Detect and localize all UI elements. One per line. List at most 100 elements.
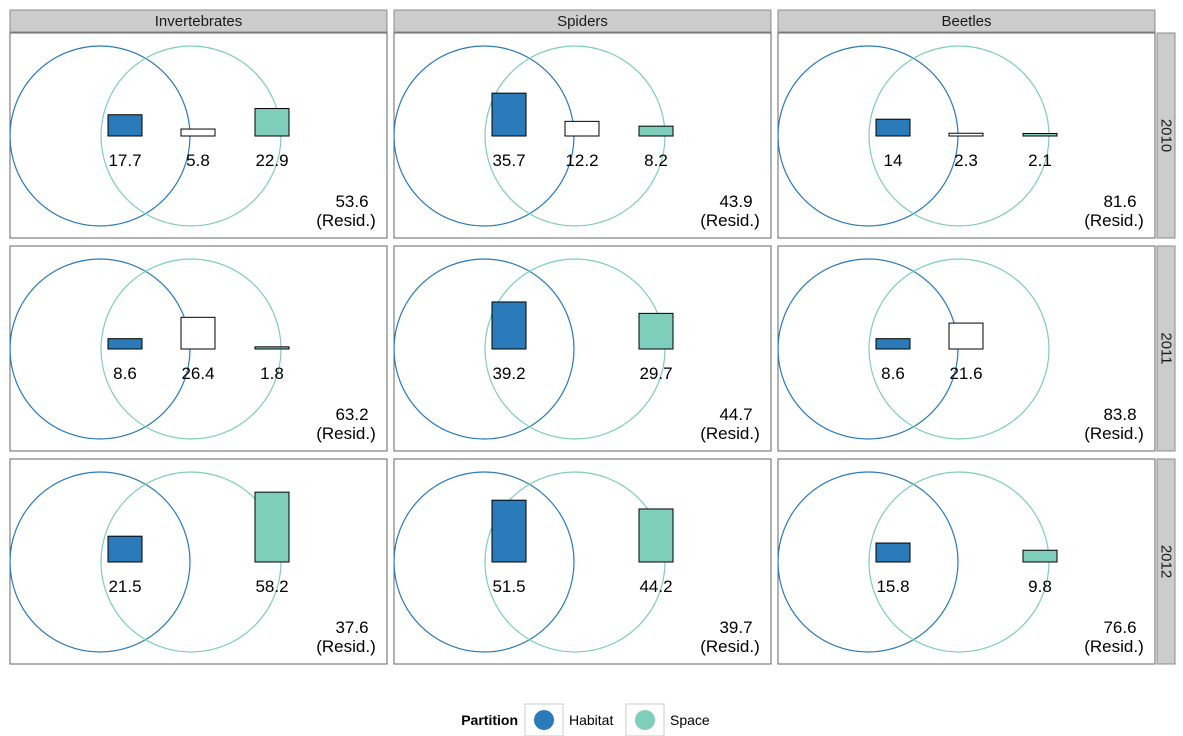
habitat-bar	[491, 499, 527, 563]
habitat-value-label: 35.7	[492, 151, 525, 170]
column-strip	[9, 9, 388, 33]
panel-border	[393, 245, 772, 452]
column-strip	[393, 9, 772, 33]
space-value-label: 8.2	[644, 151, 668, 170]
legend-label-space: Space	[670, 712, 710, 728]
residual-value-label: 39.7	[719, 618, 752, 637]
panel-border	[777, 458, 1156, 665]
shared-value-label: 2.3	[954, 151, 978, 170]
habitat-value-label: 15.8	[876, 577, 909, 596]
residual-suffix-label: (Resid.)	[1084, 424, 1144, 443]
shared-bar	[948, 322, 984, 350]
space-value-label: 29.7	[639, 364, 672, 383]
row-strips: 2010 2011 2012	[1156, 32, 1176, 665]
habitat-bar	[875, 542, 911, 563]
habitat-circle	[393, 258, 575, 440]
column-strips: Invertebrates Spiders Beetles	[9, 9, 1156, 33]
column-strip-label: Spiders	[557, 13, 608, 30]
row-strip-label: 2011	[1158, 332, 1175, 364]
residual-suffix-label: (Resid.)	[316, 637, 376, 656]
habitat-value-label: 51.5	[492, 577, 525, 596]
row-strip-label: 2012	[1158, 545, 1175, 578]
space-value-label: 22.9	[255, 151, 288, 170]
shared-bar	[948, 132, 984, 137]
space-bar	[1022, 549, 1058, 563]
residual-suffix-label: (Resid.)	[316, 424, 376, 443]
space-bar	[638, 508, 674, 563]
habitat-bar	[107, 535, 143, 563]
shared-bar	[180, 316, 216, 350]
venn-panel: 35.7 12.2 8.2 43.9(Resid.)	[393, 32, 772, 239]
residual-value-label: 43.9	[719, 192, 752, 211]
column-strip-label: Invertebrates	[155, 13, 243, 30]
habitat-value-label: 8.6	[881, 364, 905, 383]
habitat-value-label: 8.6	[113, 364, 137, 383]
row-strip	[1156, 245, 1176, 452]
column-strip-label: Beetles	[941, 13, 991, 30]
shared-value-label: 26.4	[181, 364, 214, 383]
column-strip	[777, 9, 1156, 33]
habitat-circle	[9, 471, 191, 653]
venn-panel: 21.5 58.2 37.6(Resid.)	[9, 458, 388, 665]
residual-suffix-label: (Resid.)	[700, 424, 760, 443]
habitat-circle	[777, 471, 959, 653]
space-bar	[638, 125, 674, 137]
habitat-value-label: 17.7	[108, 151, 141, 170]
space-value-label: 1.8	[260, 364, 284, 383]
legend-key-habitat	[534, 710, 554, 730]
venn-panel: 8.6 26.4 1.8 63.2(Resid.)	[9, 245, 388, 452]
residual-value-label: 76.6	[1103, 618, 1136, 637]
venn-panel: 51.5 44.2 39.7(Resid.)	[393, 458, 772, 665]
habitat-bar	[875, 338, 911, 350]
space-bar	[254, 346, 290, 350]
space-circle	[868, 258, 1050, 440]
shared-bar	[564, 120, 600, 137]
venn-panel: 39.2 29.7 44.7(Resid.)	[393, 245, 772, 452]
residual-suffix-label: (Resid.)	[1084, 637, 1144, 656]
venn-panel: 14 2.3 2.1 81.6(Resid.)	[777, 32, 1156, 239]
venn-panel: 8.6 21.6 83.8(Resid.)	[777, 245, 1156, 452]
residual-value-label: 44.7	[719, 405, 752, 424]
space-value-label: 44.2	[639, 577, 672, 596]
residual-value-label: 53.6	[335, 192, 368, 211]
residual-value-label: 83.8	[1103, 405, 1136, 424]
residual-suffix-label: (Resid.)	[700, 637, 760, 656]
row-strip	[1156, 458, 1176, 665]
residual-suffix-label: (Resid.)	[1084, 211, 1144, 230]
habitat-value-label: 14	[884, 151, 903, 170]
panels: 17.7 5.8 22.953.6(Resid.)35.7 12.2 8.243.9(R…	[9, 32, 1156, 665]
shared-value-label: 12.2	[565, 151, 598, 170]
row-strip	[1156, 32, 1176, 239]
panel-border	[393, 458, 772, 665]
row-strip-label: 2010	[1158, 119, 1175, 152]
shared-value-label: 21.6	[949, 364, 982, 383]
panel-border	[9, 458, 388, 665]
space-bar	[254, 108, 290, 137]
space-bar	[254, 491, 290, 563]
venn-panel: 15.8 9.8 76.6(Resid.)	[777, 458, 1156, 665]
habitat-bar	[107, 114, 143, 137]
shared-bar	[180, 128, 216, 137]
habitat-bar	[491, 92, 527, 137]
space-bar	[638, 312, 674, 350]
legend: Partition Habitat Space	[461, 703, 710, 736]
space-value-label: 58.2	[255, 577, 288, 596]
residual-value-label: 37.6	[335, 618, 368, 637]
residual-value-label: 81.6	[1103, 192, 1136, 211]
residual-suffix-label: (Resid.)	[700, 211, 760, 230]
habitat-value-label: 21.5	[108, 577, 141, 596]
residual-suffix-label: (Resid.)	[316, 211, 376, 230]
habitat-bar	[875, 118, 911, 137]
legend-label-habitat: Habitat	[569, 712, 613, 728]
habitat-value-label: 39.2	[492, 364, 525, 383]
habitat-bar	[107, 338, 143, 350]
space-value-label: 9.8	[1028, 577, 1052, 596]
legend-key-space	[635, 710, 655, 730]
shared-value-label: 5.8	[186, 151, 210, 170]
residual-value-label: 63.2	[335, 405, 368, 424]
space-value-label: 2.1	[1028, 151, 1052, 170]
space-bar	[1022, 132, 1058, 137]
habitat-circle	[393, 471, 575, 653]
legend-title: Partition	[461, 712, 518, 728]
